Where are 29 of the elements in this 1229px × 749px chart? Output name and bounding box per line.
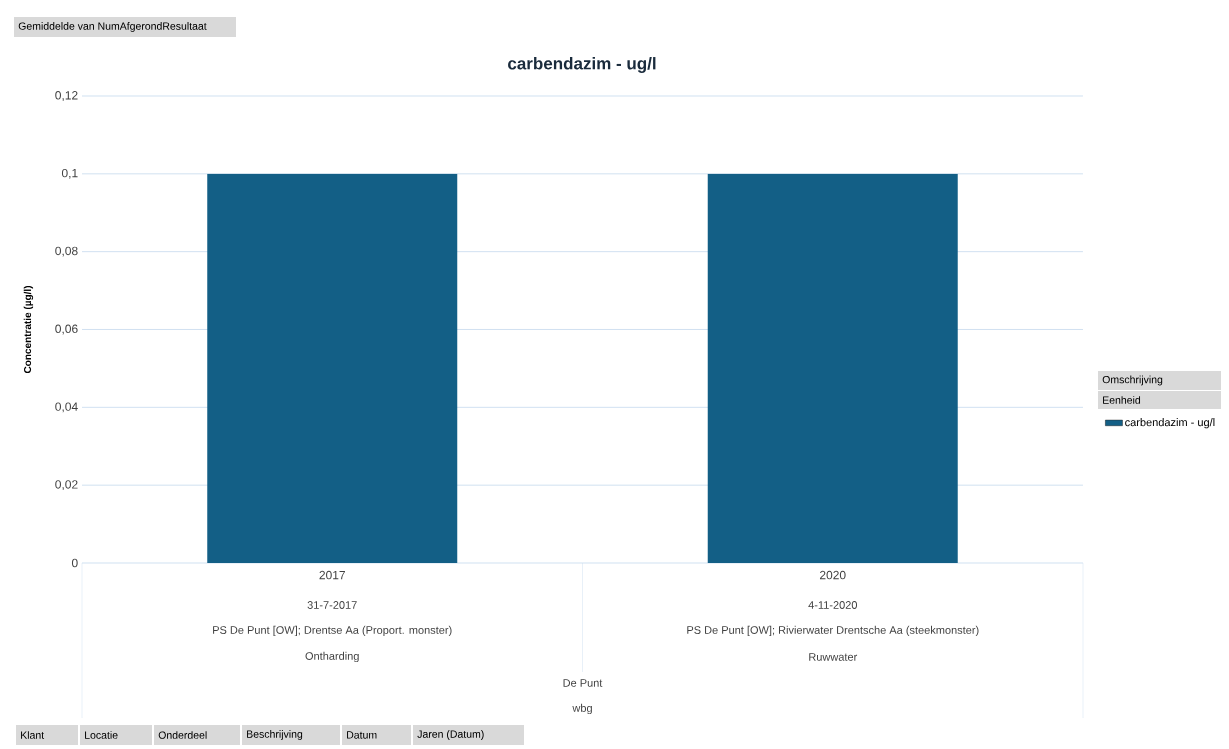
text: 31-7-2017 xyxy=(307,601,357,609)
text: 4-11-2020 xyxy=(808,601,858,609)
x-tick-label: 2017 xyxy=(319,570,345,580)
text: PS De Punt [OW]; Drentse Aa (Proport. monster) xyxy=(213,625,452,637)
y-tick-label: 0,08 xyxy=(55,246,78,257)
text: Eenheid xyxy=(1103,396,1141,404)
text: Ruwwater xyxy=(809,653,858,661)
text: Datum xyxy=(347,731,377,739)
y-tick-label: 0,12 xyxy=(55,91,78,101)
text: Jaren (Datum) xyxy=(417,730,484,740)
text: wbg xyxy=(572,703,592,715)
text: Klant xyxy=(21,731,45,739)
y-tick-label: 0 xyxy=(71,558,78,568)
chart-title: carbendazim - ug/l xyxy=(508,57,656,73)
y-tick-label: 0,06 xyxy=(55,324,78,335)
legend-label: carbendazim - ug/l xyxy=(1125,418,1215,429)
text: Locatie xyxy=(85,731,118,739)
text: Omschrijving xyxy=(1102,375,1163,386)
text: Onderdeel xyxy=(158,731,207,739)
y-tick-label: 0,1 xyxy=(61,168,78,179)
text: PS De Punt [OW]; Rivierwater Drentsche Aa (steekmonster) xyxy=(687,625,979,637)
y-axis-title: Concentratie (µg/l) xyxy=(23,286,34,374)
text: Gemiddelde van NumAfgerondResultaat xyxy=(18,22,207,32)
y-tick-label: 0,02 xyxy=(55,480,78,491)
text: De Punt xyxy=(563,679,603,687)
x-tick-label: 2020 xyxy=(819,570,846,580)
text: Ontharding xyxy=(305,651,359,663)
text: Beschrijving xyxy=(247,730,303,740)
y-tick-label: 0,04 xyxy=(55,402,78,413)
